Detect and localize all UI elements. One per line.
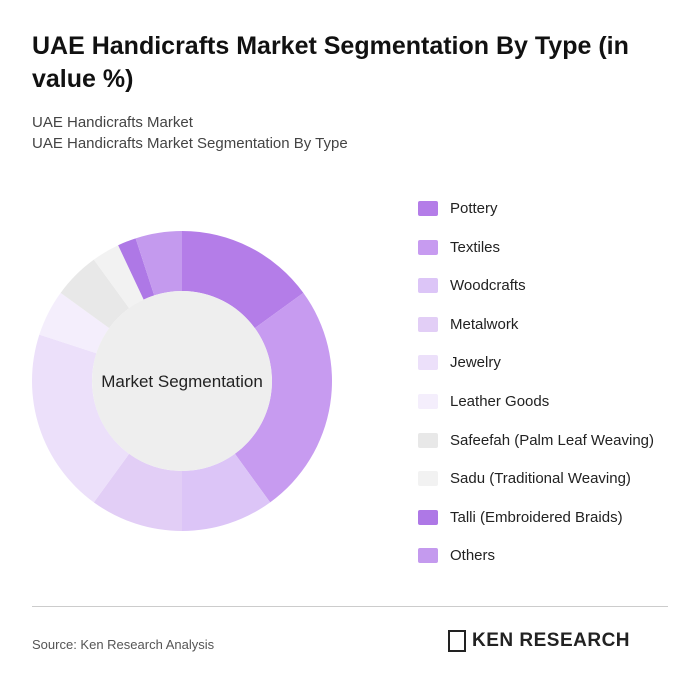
donut-slice [135,231,182,296]
logo: KEN RESEARCH [448,630,630,652]
logo-icon [448,630,466,652]
donut-slice [60,259,130,329]
legend-swatch [418,509,438,525]
legend-label: Pottery [450,200,498,217]
legend-label: Leather Goods [450,393,550,410]
donut-center [92,291,272,471]
subtitle-2: UAE Handicrafts Market Segmentation By T… [32,135,348,152]
donut-slice [118,238,155,300]
legend-swatch [418,201,438,216]
legend-item: Woodcrafts [418,277,526,294]
source: Source: Ken Research Analysis [32,637,215,652]
legend-swatch [418,548,438,564]
legend-swatch [418,278,438,294]
legend-label: Safeefah (Palm Leaf Weaving) [450,431,655,449]
legend-item: Textiles [418,239,500,256]
legend-item: Jewelry [418,354,501,371]
legend-swatch [418,471,438,487]
donut-slice [234,292,332,503]
center-label: Market Segmentation [101,372,263,391]
legend-item: Talli (Embroidered Braids) [418,509,623,526]
legend-item: Sadu (Traditional Weaving) [418,470,631,487]
legend-swatch [418,394,438,409]
donut-slice [93,453,182,531]
donut-slice [39,292,110,354]
legend-item: Pottery [418,200,498,217]
donut-slice [182,231,304,329]
chart-title: UAE Handicrafts Market Segmentation By T… [32,32,629,93]
subtitle: UAE Handicrafts Market [32,114,193,131]
legend-label: Textiles [450,238,501,256]
donut-slice [32,334,130,503]
legend-item: Safeefah (Palm Leaf Weaving) [418,432,654,449]
legend-label: Metalwork [450,315,519,333]
legend-swatch [418,355,438,371]
legend-label: Talli (Embroidered Braids) [450,508,623,526]
legend-label: Others [450,547,496,565]
divider [32,606,668,607]
legend-label: Woodcrafts [450,277,526,295]
donut-slice [182,453,271,531]
legend-swatch [418,316,438,332]
donut-chart: Market Segmentation [32,231,332,531]
logo-text: KEN RESEARCH [472,630,631,651]
legend-item: Metalwork [418,316,518,333]
legend-swatch [418,239,438,255]
legend-label: Jewelry [450,354,501,372]
legend-item: Others [418,547,495,564]
legend-item: Leather Goods [418,393,549,410]
legend-label: Sadu (Traditional Weaving) [450,470,631,488]
donut-slice [93,245,144,309]
legend-swatch [418,432,438,448]
